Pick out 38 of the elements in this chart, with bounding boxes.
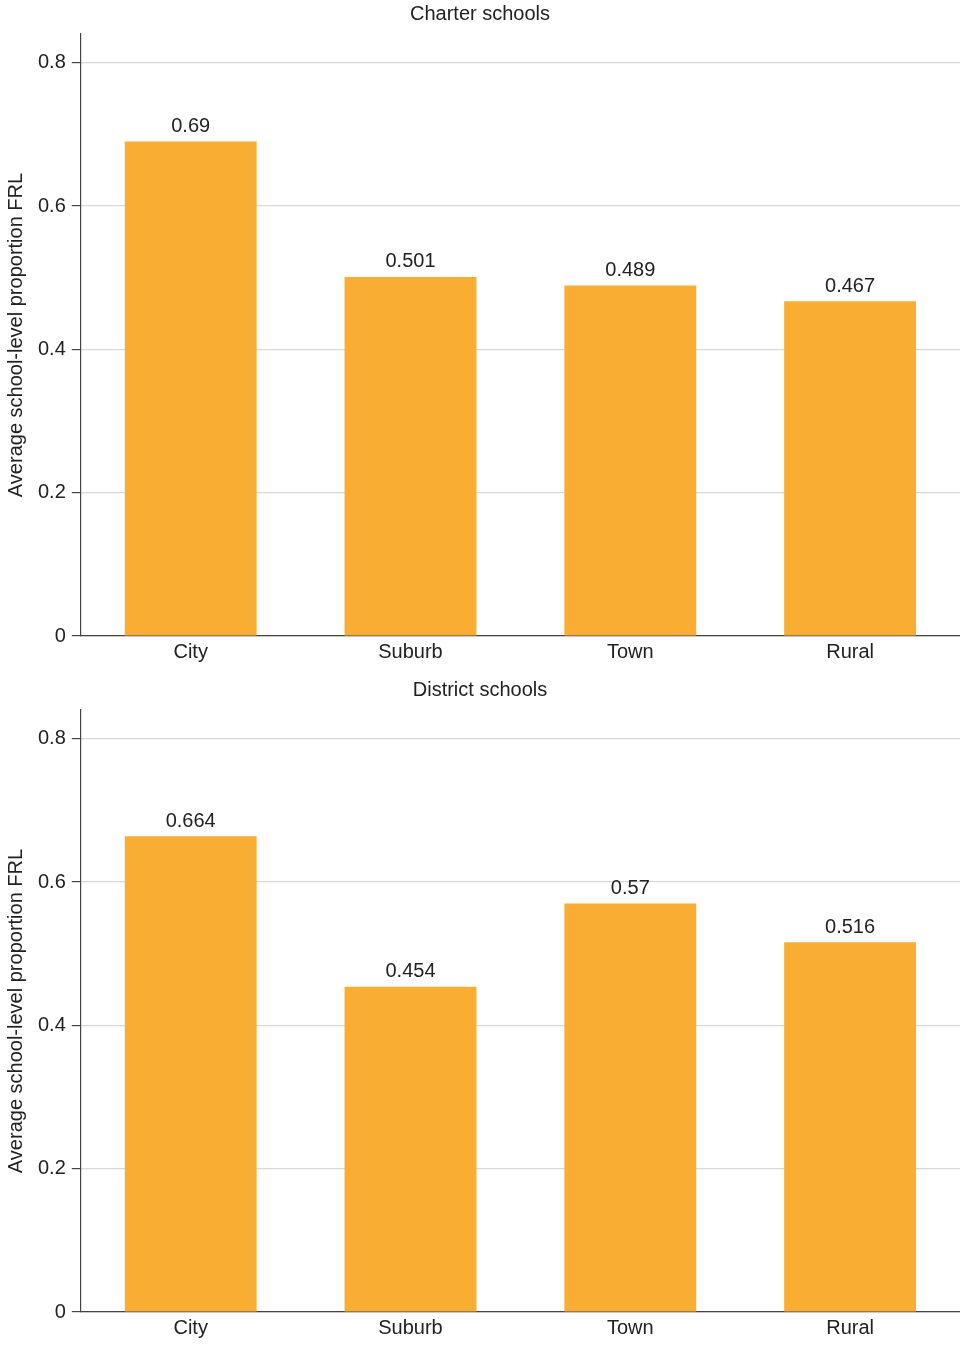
bar <box>784 942 917 1312</box>
y-tick-label: 0.6 <box>37 869 66 892</box>
bar <box>124 836 257 1312</box>
bar <box>124 141 257 636</box>
y-axis-title: Average school-level proportion FRL <box>3 848 26 1174</box>
data-label: 0.489 <box>605 258 656 281</box>
x-tick-label: City <box>173 639 208 662</box>
data-label: 0.467 <box>825 273 876 296</box>
chart-title: Charter schools <box>409 1 551 24</box>
x-tick-label: Town <box>606 639 654 662</box>
y-tick-label: 0.2 <box>37 1156 66 1179</box>
x-tick-label: Rural <box>826 1315 874 1338</box>
y-tick-label: 0.4 <box>37 336 66 359</box>
x-tick-label: Rural <box>826 639 874 662</box>
x-tick-label: Suburb <box>378 1315 443 1338</box>
bar <box>344 276 477 636</box>
bar <box>344 986 477 1312</box>
y-tick-label: 0 <box>54 623 66 646</box>
y-tick-label: 0.2 <box>37 480 66 503</box>
y-tick-label: 0 <box>54 1299 66 1322</box>
bar <box>784 301 917 636</box>
y-tick-label: 0.6 <box>37 193 66 216</box>
data-label: 0.664 <box>165 808 216 831</box>
chart-title: District schools <box>412 677 548 700</box>
bar <box>564 903 697 1312</box>
x-tick-label: City <box>173 1315 208 1338</box>
y-tick-label: 0.8 <box>37 50 66 73</box>
data-label: 0.454 <box>385 959 436 982</box>
x-tick-label: Suburb <box>378 639 443 662</box>
bar <box>564 285 697 636</box>
y-tick-label: 0.8 <box>37 726 66 749</box>
y-tick-label: 0.4 <box>37 1012 66 1035</box>
data-label: 0.69 <box>171 114 211 137</box>
data-label: 0.501 <box>385 249 436 272</box>
y-axis-title: Average school-level proportion FRL <box>3 172 26 498</box>
data-label: 0.516 <box>825 914 876 937</box>
data-label: 0.57 <box>610 876 650 899</box>
x-tick-label: Town <box>606 1315 654 1338</box>
